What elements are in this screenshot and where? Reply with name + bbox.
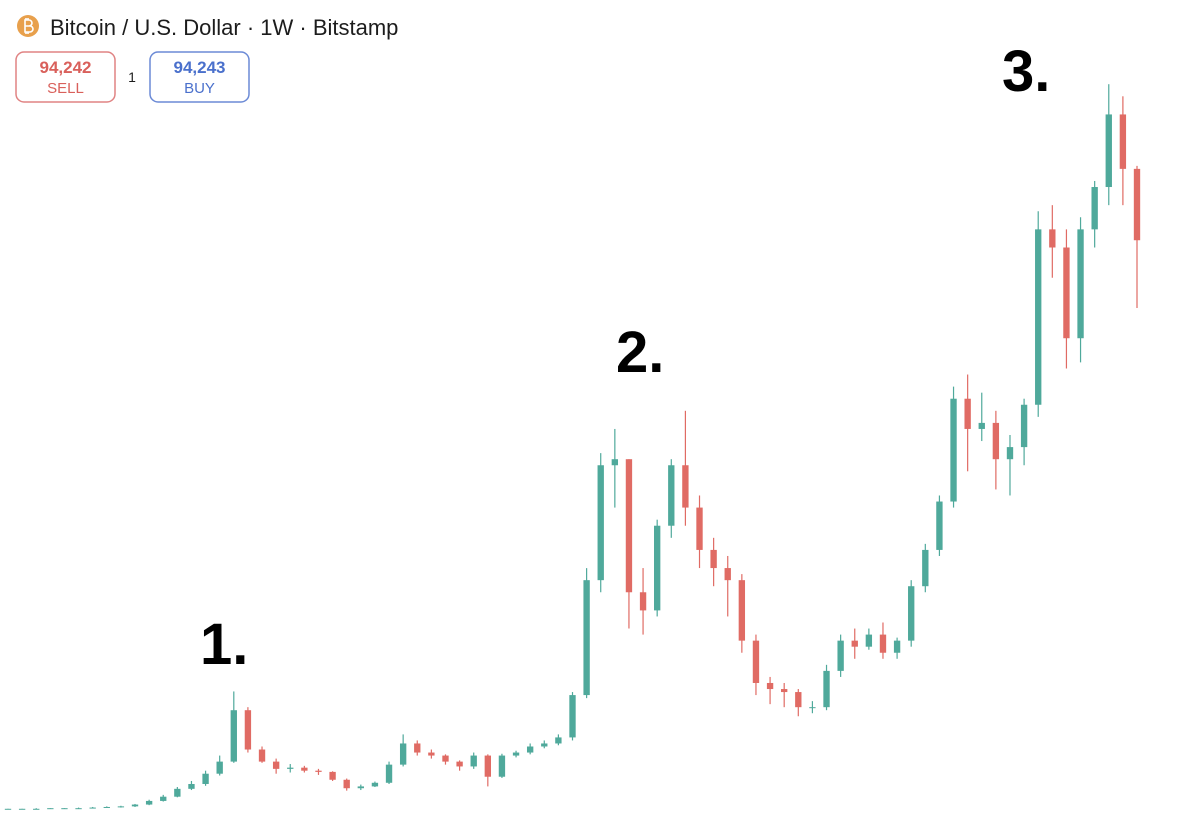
candle-body bbox=[61, 808, 68, 810]
candle-body bbox=[75, 808, 82, 810]
quantity: 1 bbox=[128, 69, 136, 85]
sell-price[interactable]: 94,242 bbox=[40, 58, 92, 77]
candle-body bbox=[992, 422, 1000, 460]
candle-body bbox=[4, 808, 12, 810]
candle-body bbox=[258, 749, 266, 762]
candle-body bbox=[174, 788, 181, 797]
annotation: 3. bbox=[1002, 39, 1050, 104]
candle-body bbox=[526, 746, 534, 753]
candle-body bbox=[964, 398, 971, 429]
candle-body bbox=[18, 808, 26, 810]
candle-body bbox=[1105, 114, 1112, 188]
candle-body bbox=[498, 755, 506, 777]
candle-body bbox=[555, 737, 562, 744]
candle-body bbox=[625, 459, 633, 593]
candle-body bbox=[399, 743, 407, 765]
candle-body bbox=[357, 786, 364, 789]
candle-body bbox=[696, 507, 703, 550]
candle-body bbox=[611, 459, 619, 466]
candle-body bbox=[583, 580, 590, 696]
candle-body bbox=[809, 707, 816, 709]
candle-body bbox=[541, 743, 548, 747]
candle-body bbox=[781, 689, 788, 693]
symbol-title: Bitcoin / U.S. Dollar · 1W · Bitstamp bbox=[50, 15, 398, 40]
candle-body bbox=[922, 549, 929, 587]
candle-body bbox=[1133, 168, 1141, 241]
candle-body bbox=[414, 743, 421, 753]
candle-body bbox=[851, 640, 858, 647]
candle-body bbox=[1049, 229, 1056, 248]
candle-body bbox=[668, 465, 675, 526]
candle-body bbox=[639, 592, 647, 611]
candle-body bbox=[202, 773, 209, 784]
candle-body bbox=[724, 568, 731, 581]
candle-body bbox=[766, 682, 774, 690]
candle-body bbox=[682, 465, 689, 508]
candle-body bbox=[329, 771, 336, 780]
candle-body bbox=[865, 634, 873, 647]
candle-body bbox=[230, 710, 237, 762]
candle-body bbox=[597, 465, 604, 581]
candle-body bbox=[301, 767, 308, 771]
candle-body bbox=[131, 804, 139, 807]
candle-body bbox=[33, 808, 40, 810]
candle-body bbox=[428, 752, 435, 756]
candle-body bbox=[1020, 404, 1028, 448]
candle-body bbox=[1006, 447, 1014, 460]
candle-body bbox=[512, 752, 520, 756]
candle-body bbox=[117, 806, 125, 808]
symbol-icon bbox=[17, 15, 39, 37]
candle-body bbox=[244, 710, 252, 750]
candle-body bbox=[1119, 114, 1127, 169]
candle-body bbox=[1091, 187, 1098, 230]
candle-body bbox=[738, 580, 746, 641]
candle-body bbox=[893, 640, 901, 653]
candle-body bbox=[371, 782, 379, 787]
annotation: 2. bbox=[616, 320, 664, 385]
candle-body bbox=[103, 806, 110, 808]
candle-body bbox=[315, 770, 322, 772]
candle-body bbox=[343, 779, 350, 789]
candle-body bbox=[879, 634, 887, 653]
candle-body bbox=[47, 808, 54, 810]
candle-body bbox=[950, 398, 957, 502]
candle-body bbox=[653, 525, 661, 611]
candle-body bbox=[470, 755, 477, 767]
annotation: 1. bbox=[200, 612, 248, 677]
candle-body bbox=[287, 767, 294, 769]
buy-button[interactable] bbox=[149, 51, 250, 103]
candle-body bbox=[936, 501, 943, 550]
candle-body bbox=[484, 755, 492, 777]
buy-label[interactable]: BUY bbox=[184, 80, 215, 97]
candle-body bbox=[385, 764, 393, 783]
candle-body bbox=[710, 549, 717, 569]
candle-body bbox=[1063, 247, 1070, 339]
candle-body bbox=[837, 640, 844, 671]
candle-body bbox=[456, 761, 463, 767]
candle-body bbox=[978, 422, 985, 429]
buy-price[interactable]: 94,243 bbox=[174, 58, 226, 77]
candle-body bbox=[752, 640, 760, 683]
candle-body bbox=[823, 670, 830, 708]
candle-body bbox=[569, 695, 576, 738]
candle-body bbox=[216, 761, 223, 774]
sell-button[interactable] bbox=[15, 51, 116, 103]
candle-body bbox=[1077, 229, 1084, 339]
candle-body bbox=[188, 783, 195, 789]
sell-label[interactable]: SELL bbox=[47, 80, 84, 97]
candle-body bbox=[795, 692, 802, 708]
candle-body bbox=[272, 761, 280, 769]
candle-body bbox=[442, 755, 449, 762]
candle-body bbox=[160, 796, 167, 801]
candle-body bbox=[908, 586, 915, 641]
candle-body bbox=[1035, 229, 1042, 405]
candle-body bbox=[145, 800, 153, 805]
candle-body bbox=[89, 807, 96, 809]
